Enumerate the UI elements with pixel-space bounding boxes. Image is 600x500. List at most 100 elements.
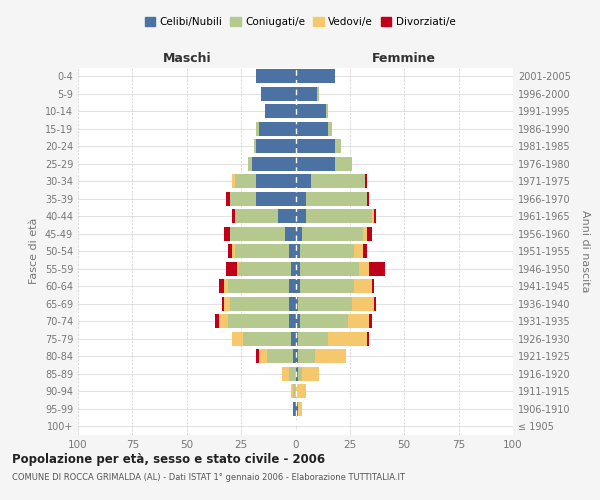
Bar <box>235 174 256 188</box>
Bar <box>230 192 256 206</box>
Bar <box>315 349 346 364</box>
Bar <box>352 296 374 311</box>
Bar <box>256 69 296 84</box>
Bar <box>296 349 298 364</box>
Text: Femmine: Femmine <box>372 52 436 65</box>
Bar <box>230 296 289 311</box>
Bar <box>363 226 367 241</box>
Bar <box>289 279 296 293</box>
Bar <box>293 402 296 416</box>
Bar <box>291 384 293 398</box>
Bar <box>298 402 302 416</box>
Bar <box>232 332 244 346</box>
Bar <box>226 192 230 206</box>
Bar <box>259 122 296 136</box>
Bar <box>302 226 363 241</box>
Bar <box>307 209 371 224</box>
Bar <box>256 139 296 154</box>
Bar <box>265 104 296 118</box>
Bar <box>296 262 300 276</box>
Bar <box>230 226 284 241</box>
Bar <box>284 226 296 241</box>
Bar <box>300 262 359 276</box>
Bar <box>296 384 307 398</box>
Bar <box>226 262 237 276</box>
Bar <box>232 209 235 224</box>
Bar <box>293 349 296 364</box>
Bar <box>296 366 298 381</box>
Bar <box>296 244 300 258</box>
Bar <box>296 279 300 293</box>
Bar <box>335 156 352 171</box>
Bar <box>300 314 348 328</box>
Bar <box>235 209 278 224</box>
Bar <box>267 349 293 364</box>
Bar <box>291 262 296 276</box>
Bar <box>296 332 298 346</box>
Bar <box>296 86 317 101</box>
Bar <box>298 332 328 346</box>
Bar <box>296 314 300 328</box>
Bar <box>298 296 352 311</box>
Bar <box>256 122 259 136</box>
Bar <box>298 366 302 381</box>
Bar <box>260 86 296 101</box>
Bar <box>298 349 315 364</box>
Text: COMUNE DI ROCCA GRIMALDA (AL) - Dati ISTAT 1° gennaio 2006 - Elaborazione TUTTIT: COMUNE DI ROCCA GRIMALDA (AL) - Dati IST… <box>12 472 405 482</box>
Bar <box>248 156 252 171</box>
Bar <box>296 209 307 224</box>
Bar <box>317 86 319 101</box>
Bar <box>354 244 363 258</box>
Bar <box>289 296 296 311</box>
Bar <box>283 366 289 381</box>
Bar <box>235 244 289 258</box>
Bar <box>370 262 385 276</box>
Bar <box>296 104 326 118</box>
Bar <box>311 174 365 188</box>
Bar <box>232 174 235 188</box>
Bar <box>363 244 367 258</box>
Bar <box>296 122 328 136</box>
Bar <box>296 139 335 154</box>
Legend: Celibi/Nubili, Coniugati/e, Vedovi/e, Divorziati/e: Celibi/Nubili, Coniugati/e, Vedovi/e, Di… <box>140 12 460 31</box>
Bar <box>291 332 296 346</box>
Bar <box>371 209 374 224</box>
Bar <box>244 332 291 346</box>
Bar <box>328 332 367 346</box>
Bar <box>228 279 289 293</box>
Bar <box>367 332 370 346</box>
Bar <box>296 69 335 84</box>
Bar <box>224 279 228 293</box>
Bar <box>348 314 370 328</box>
Bar <box>300 244 354 258</box>
Bar <box>254 139 256 154</box>
Bar <box>289 314 296 328</box>
Bar <box>252 156 296 171</box>
Bar <box>232 244 235 258</box>
Bar <box>289 244 296 258</box>
Bar <box>256 349 259 364</box>
Y-axis label: Anni di nascita: Anni di nascita <box>580 210 590 292</box>
Bar <box>302 366 319 381</box>
Bar <box>328 122 332 136</box>
Bar <box>296 174 311 188</box>
Bar <box>326 104 328 118</box>
Bar <box>296 226 302 241</box>
Bar <box>296 156 335 171</box>
Bar <box>256 192 296 206</box>
Bar <box>215 314 220 328</box>
Bar <box>296 402 298 416</box>
Bar <box>220 314 228 328</box>
Bar <box>371 279 374 293</box>
Bar <box>259 349 267 364</box>
Bar <box>307 192 367 206</box>
Bar <box>224 296 230 311</box>
Bar <box>289 366 296 381</box>
Text: Maschi: Maschi <box>163 52 211 65</box>
Bar <box>335 139 341 154</box>
Bar <box>224 226 230 241</box>
Y-axis label: Fasce di età: Fasce di età <box>29 218 39 284</box>
Bar <box>237 262 239 276</box>
Bar <box>221 296 224 311</box>
Bar <box>370 314 371 328</box>
